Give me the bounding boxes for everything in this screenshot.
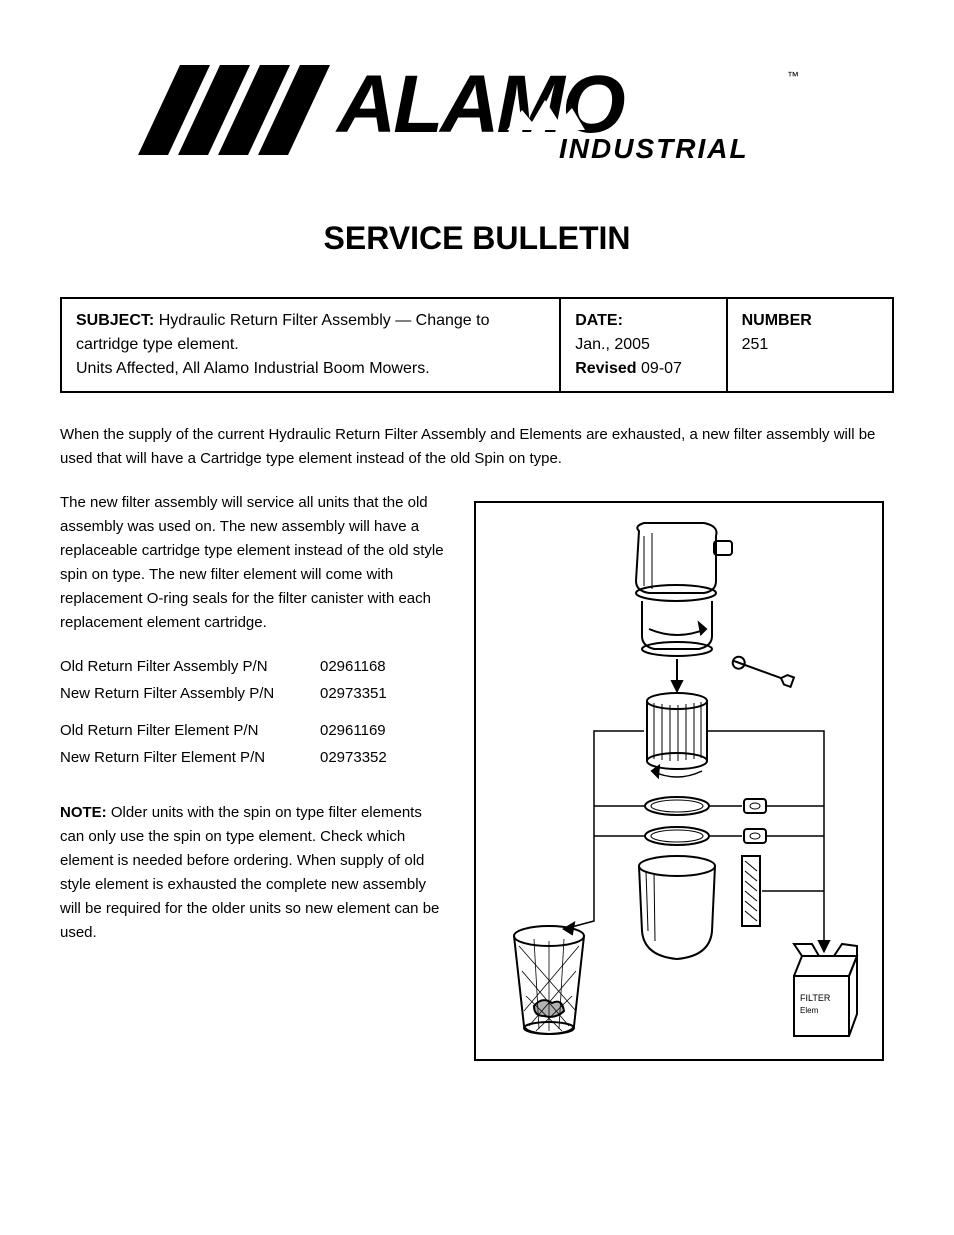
date-value: Jan., 2005 — [575, 336, 650, 353]
new-assy-label: New Return Filter Assembly P/N — [60, 680, 320, 707]
revision-value: 09-07 — [641, 360, 682, 377]
date-cell: DATE: Jan., 2005 Revised 09-07 — [560, 298, 726, 392]
info-table-row: SUBJECT: Hydraulic Return Filter Assembl… — [61, 298, 893, 392]
paragraph-1: When the supply of the current Hydraulic… — [60, 423, 894, 471]
svg-text:Elem: Elem — [800, 1006, 819, 1015]
diagram-column: FILTER Elem — [464, 491, 894, 1061]
filter-exploded-diagram: FILTER Elem — [484, 511, 874, 1051]
note-paragraph: NOTE: Older units with the spin on type … — [60, 801, 444, 945]
old-assy-value: 02961168 — [320, 653, 386, 680]
company-logo: ALAMO INDUSTRIAL ™ — [127, 50, 827, 170]
subject-label: SUBJECT: — [76, 312, 154, 329]
info-table: SUBJECT: Hydraulic Return Filter Assembl… — [60, 297, 894, 393]
date-label: DATE: — [575, 312, 623, 329]
new-elem-label: New Return Filter Element P/N — [60, 744, 320, 771]
old-elem-value: 02961169 — [320, 717, 386, 744]
subject-cell: SUBJECT: Hydraulic Return Filter Assembl… — [61, 298, 560, 392]
svg-text:FILTER: FILTER — [800, 993, 831, 1003]
intro-paragraph-block: When the supply of the current Hydraulic… — [60, 423, 894, 471]
number-label: NUMBER — [742, 312, 812, 329]
ref-new-assembly: New Return Filter Assembly P/N 02973351 — [60, 680, 444, 707]
revision-label: Revised — [575, 360, 636, 377]
part-references: Old Return Filter Assembly P/N 02961168 … — [60, 653, 444, 771]
svg-text:™: ™ — [787, 69, 799, 83]
diagram-frame: FILTER Elem — [474, 501, 884, 1061]
paragraph-2: The new filter assembly will service all… — [60, 491, 444, 635]
logo-container: ALAMO INDUSTRIAL ™ — [60, 50, 894, 170]
note-label: NOTE: — [60, 804, 107, 821]
old-elem-label: Old Return Filter Element P/N — [60, 717, 320, 744]
ref-old-assembly: Old Return Filter Assembly P/N 02961168 — [60, 653, 444, 680]
bulletin-title: SERVICE BULLETIN — [60, 220, 894, 257]
ref-new-element: New Return Filter Element P/N 02973352 — [60, 744, 444, 771]
svg-text:INDUSTRIAL: INDUSTRIAL — [559, 133, 749, 164]
note-text: Older units with the spin on type filter… — [60, 804, 439, 941]
text-column: The new filter assembly will service all… — [60, 491, 444, 1061]
new-elem-value: 02973352 — [320, 744, 387, 771]
subject-line-2: Units Affected, All Alamo Industrial Boo… — [76, 360, 430, 377]
number-value: 251 — [742, 336, 769, 353]
new-assy-value: 02973351 — [320, 680, 387, 707]
content-area: The new filter assembly will service all… — [60, 491, 894, 1061]
number-cell: NUMBER 251 — [727, 298, 893, 392]
old-assy-label: Old Return Filter Assembly P/N — [60, 653, 320, 680]
ref-old-element: Old Return Filter Element P/N 02961169 — [60, 717, 444, 744]
